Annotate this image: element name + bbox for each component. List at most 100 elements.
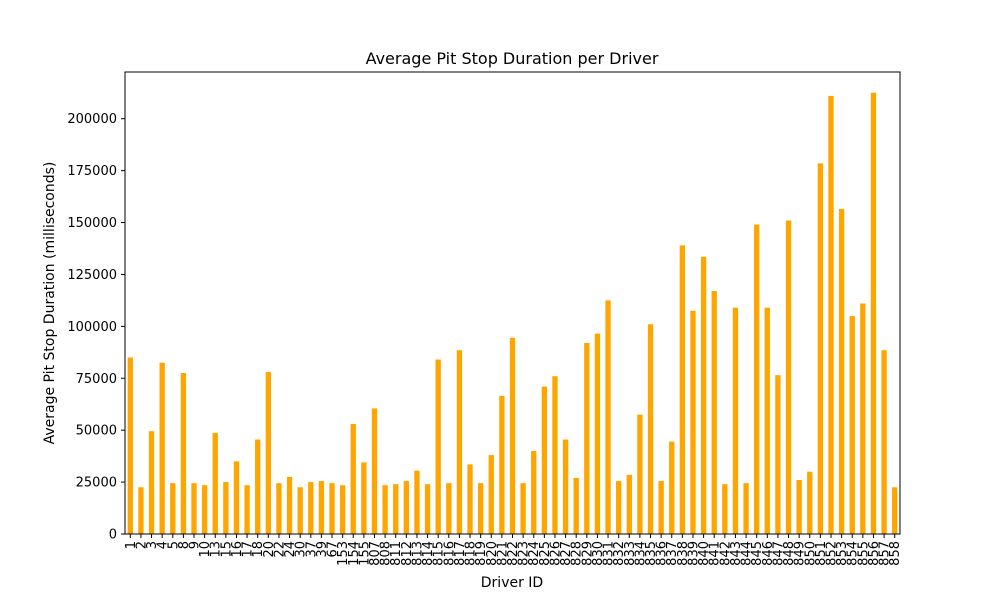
x-tick-label: 811 [389,541,404,566]
bar-834 [637,414,643,534]
bar-819 [478,483,484,534]
x-tick-label: 153 [336,541,351,566]
x-tick-label: 827 [559,541,574,566]
x-tick-label: 853 [835,541,850,566]
x-tick-label: 815 [432,541,447,566]
x-axis-label: Driver ID [481,575,543,591]
x-tick-label: 842 [718,541,733,566]
bar-848 [785,220,792,534]
bar-824 [531,450,537,534]
bar-30 [297,487,303,534]
bar-853 [838,209,845,535]
bar-823 [520,483,526,534]
bar-856 [870,92,877,534]
bar-833 [626,474,632,534]
x-tick-label: 835 [644,541,659,566]
x-tick-label: 8 [177,541,192,549]
x-tick-label: 1 [124,541,139,549]
bar-850 [807,471,813,534]
x-tick-label: 812 [400,541,415,566]
x-tick-label: 847 [771,541,786,566]
bar-832 [616,481,622,534]
bar-822 [509,337,516,534]
bar-842 [722,484,728,534]
x-tick-label: 823 [517,541,532,566]
bar-8 [180,373,187,534]
bar-830 [594,333,601,534]
y-tick-label: 175000 [67,164,117,179]
x-tick-label: 24 [283,541,298,558]
chart-title: Average Pit Stop Duration per Driver [366,49,659,68]
bar-840 [700,256,707,534]
bar-852 [828,95,834,534]
x-tick-label: 818 [464,541,479,566]
bar-24 [286,476,293,534]
x-tick-label: 814 [421,541,436,566]
bar-838 [679,245,686,534]
x-tick-label: 850 [803,541,818,566]
x-tick-label: 844 [740,541,755,566]
bar-811 [393,484,399,534]
x-tick-label: 855 [856,541,871,566]
bar-16 [233,461,240,534]
x-tick-label: 822 [506,541,521,566]
bar-847 [775,375,781,534]
bar-829 [584,342,590,534]
x-tick-label: 18 [251,541,266,558]
bar-818 [467,464,473,534]
bar-846 [764,307,770,534]
bar-67 [329,483,335,534]
y-tick-label: 100000 [67,320,117,335]
bar-807 [371,408,378,534]
x-tick-label: 856 [867,541,882,566]
x-tick-label: 848 [782,541,797,566]
bar-813 [414,470,420,534]
bar-855 [860,303,866,534]
bar-808 [382,485,388,534]
x-tick-label: 832 [612,541,627,566]
x-tick-label: 3 [145,541,160,549]
x-tick-label: 829 [580,541,595,566]
bar-831 [605,300,611,534]
x-tick-label: 833 [623,541,638,566]
x-tick-label: 840 [697,541,712,566]
x-tick-label: 16 [230,541,245,558]
bar-845 [754,224,760,534]
bar-13 [212,432,218,534]
x-tick-label: 4 [156,541,171,549]
x-tick-label: 5 [166,541,181,549]
x-tick-label: 2 [134,541,149,549]
bar-9 [191,483,197,534]
bar-844 [743,483,749,534]
bar-857 [881,350,887,534]
bar-839 [690,310,696,534]
bar-817 [456,350,463,534]
y-tick-label: 0 [109,528,117,543]
plot-frame [124,71,901,535]
bar-836 [658,481,664,534]
x-tick-label: 839 [686,541,701,566]
x-tick-label: 831 [602,541,617,566]
x-tick-label: 837 [665,541,680,566]
y-tick-label: 75000 [76,372,117,387]
x-tick-label: 841 [708,541,723,566]
bar-1 [127,357,133,534]
x-tick-label: 852 [824,541,839,566]
y-tick-label: 125000 [67,268,117,283]
bar-841 [711,291,717,534]
x-tick-label: 826 [548,541,563,566]
y-tick-label: 50000 [76,424,117,439]
x-tick-label: 851 [814,541,829,566]
x-tick-label: 819 [474,541,489,566]
y-axis: 0 25000 50000 75000 100000 125000 150000 175000… [67,112,125,543]
x-tick-label: 67 [326,541,341,558]
bar-835 [647,324,654,534]
bar-826 [552,376,558,534]
bar-20 [265,372,271,534]
bar-3 [148,431,155,534]
bar-828 [573,477,579,534]
x-tick-label: 155 [357,541,372,566]
x-tick-label: 13 [209,541,224,558]
x-tick-label: 828 [570,541,585,566]
